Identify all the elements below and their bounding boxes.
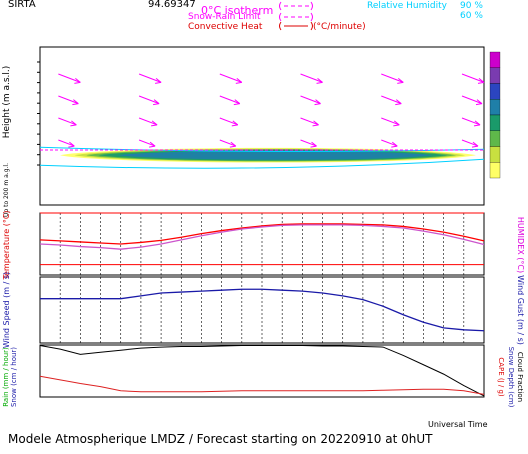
colorbar-swatch [489, 162, 501, 179]
wind-arrow-head [391, 141, 398, 148]
wind-arrow [300, 73, 323, 83]
wind-arrow-head [393, 120, 400, 127]
wind-arrow-head [68, 141, 75, 148]
colorbar-swatch [489, 114, 501, 131]
legend-convective-label: Convective Heat [188, 22, 263, 32]
wind-arrow [58, 117, 77, 126]
cape-ylabel: CAPE (J / g) [497, 357, 505, 397]
wind-arrow-head [74, 77, 81, 84]
wind-series-line [40, 288, 485, 332]
wind-arrow [138, 73, 162, 83]
cloudfraction-ylabel: Cloud Fraction [516, 352, 524, 402]
wind-arrow-head [397, 77, 404, 84]
legend-isotherm-label: 0°C isotherm [201, 4, 273, 17]
humidex-ylabel: HUMIDEX (°C) [516, 217, 525, 273]
colorbar-swatch [489, 130, 501, 147]
wind-arrow [461, 117, 481, 126]
wind-arrow [219, 117, 238, 126]
wind-arrow [58, 95, 79, 105]
cloud-ylabel: Height (m a.s.l.) [2, 66, 12, 139]
wind-arrow-head [395, 99, 402, 106]
wind-arrow-head [473, 120, 481, 127]
colorbar-swatch [489, 67, 501, 84]
wind-arrow-head [155, 77, 162, 84]
wind-arrow [138, 139, 156, 147]
snow-ylabel: Snow (cm / hour) [10, 347, 18, 407]
wind-arrow [381, 117, 400, 126]
wind-arrow [300, 139, 317, 147]
cloud-frame [39, 46, 485, 206]
wind-arrow-head [72, 99, 79, 106]
cloud-colorbar [489, 51, 501, 179]
wind-arrow-head [477, 77, 485, 84]
wind-arrow [58, 73, 81, 83]
wind-arrow-head [316, 77, 323, 84]
rain-ylabel: Rain (mm / hour) [2, 347, 10, 407]
wind-arrow-head [475, 99, 483, 106]
legend-rh-90: 90 % [460, 1, 483, 11]
wind-arrow-head [235, 77, 243, 84]
rh-contour [39, 158, 485, 169]
wind-arrow [381, 73, 404, 83]
wind-arrow-head [471, 141, 479, 148]
wind-arrow [138, 117, 158, 126]
wind-arrow-head [233, 99, 241, 106]
cloud-layer [39, 146, 485, 169]
legend-line-samples [279, 1, 313, 31]
site-code: 94.69347 [148, 0, 196, 10]
colorbar-swatch [489, 99, 501, 116]
universal-time-label: Universal Time [428, 420, 488, 429]
wind-arrow-head [149, 141, 156, 148]
wind-arrow-head [153, 99, 160, 106]
legend-rh-60: 60 % [460, 11, 483, 21]
precip-series-line [39, 345, 485, 397]
wind-arrow-head [312, 120, 319, 127]
prec-frame [39, 344, 485, 398]
gust-ylabel: Wind Gust (m / s) [516, 275, 525, 345]
series-lines [39, 223, 485, 397]
wind-arrow [381, 95, 402, 105]
colorbar-swatch [489, 146, 501, 163]
wind-arrow-head [70, 120, 77, 127]
legend-snow-rain-label: Snow-Rain Limit [188, 12, 261, 22]
colorbar-swatch [489, 51, 501, 68]
cloud-band [117, 150, 433, 160]
wind-arrow [381, 139, 398, 147]
legend-convective-unit: (°C/minute) [313, 22, 366, 32]
cloud-ylabel-low: Up to 200 m a.g.l. [3, 163, 10, 217]
wind-arrow [219, 139, 236, 147]
rh-contour [39, 146, 485, 152]
wind-arrow [300, 117, 319, 126]
wind-arrow [300, 95, 321, 105]
colorbar-swatch [489, 83, 501, 100]
wind-arrow-head [151, 120, 158, 127]
wind-arrow-head [231, 120, 239, 127]
wind-arrow [58, 139, 75, 147]
wind-arrow [219, 73, 242, 83]
temp-ylabel: Temperature (°C) [2, 210, 11, 280]
wind-arrow-head [229, 141, 237, 148]
wind-arrow [461, 139, 479, 147]
temp-series-line [39, 224, 485, 250]
precip-series-line [39, 375, 485, 395]
model-text: Modele Atmospherique LMDZ / Forecast sta… [8, 432, 433, 446]
wind-arrow-head [310, 141, 317, 148]
site-name: SIRTA [8, 0, 36, 10]
legend-rh-label: Relative Humidity [367, 1, 448, 11]
wind-arrow [138, 95, 160, 105]
wind-arrows [58, 73, 485, 148]
axes [37, 61, 484, 343]
temp-series-line [39, 223, 485, 245]
snowdepth-ylabel: Snow Depth (cm) [507, 347, 515, 408]
wind-arrow [461, 95, 483, 105]
wind-ylabel: Wind Speed (m / s) [2, 272, 11, 348]
wind-arrow [461, 73, 485, 83]
wind-arrow [219, 95, 240, 105]
wind-arrow-head [314, 99, 321, 106]
